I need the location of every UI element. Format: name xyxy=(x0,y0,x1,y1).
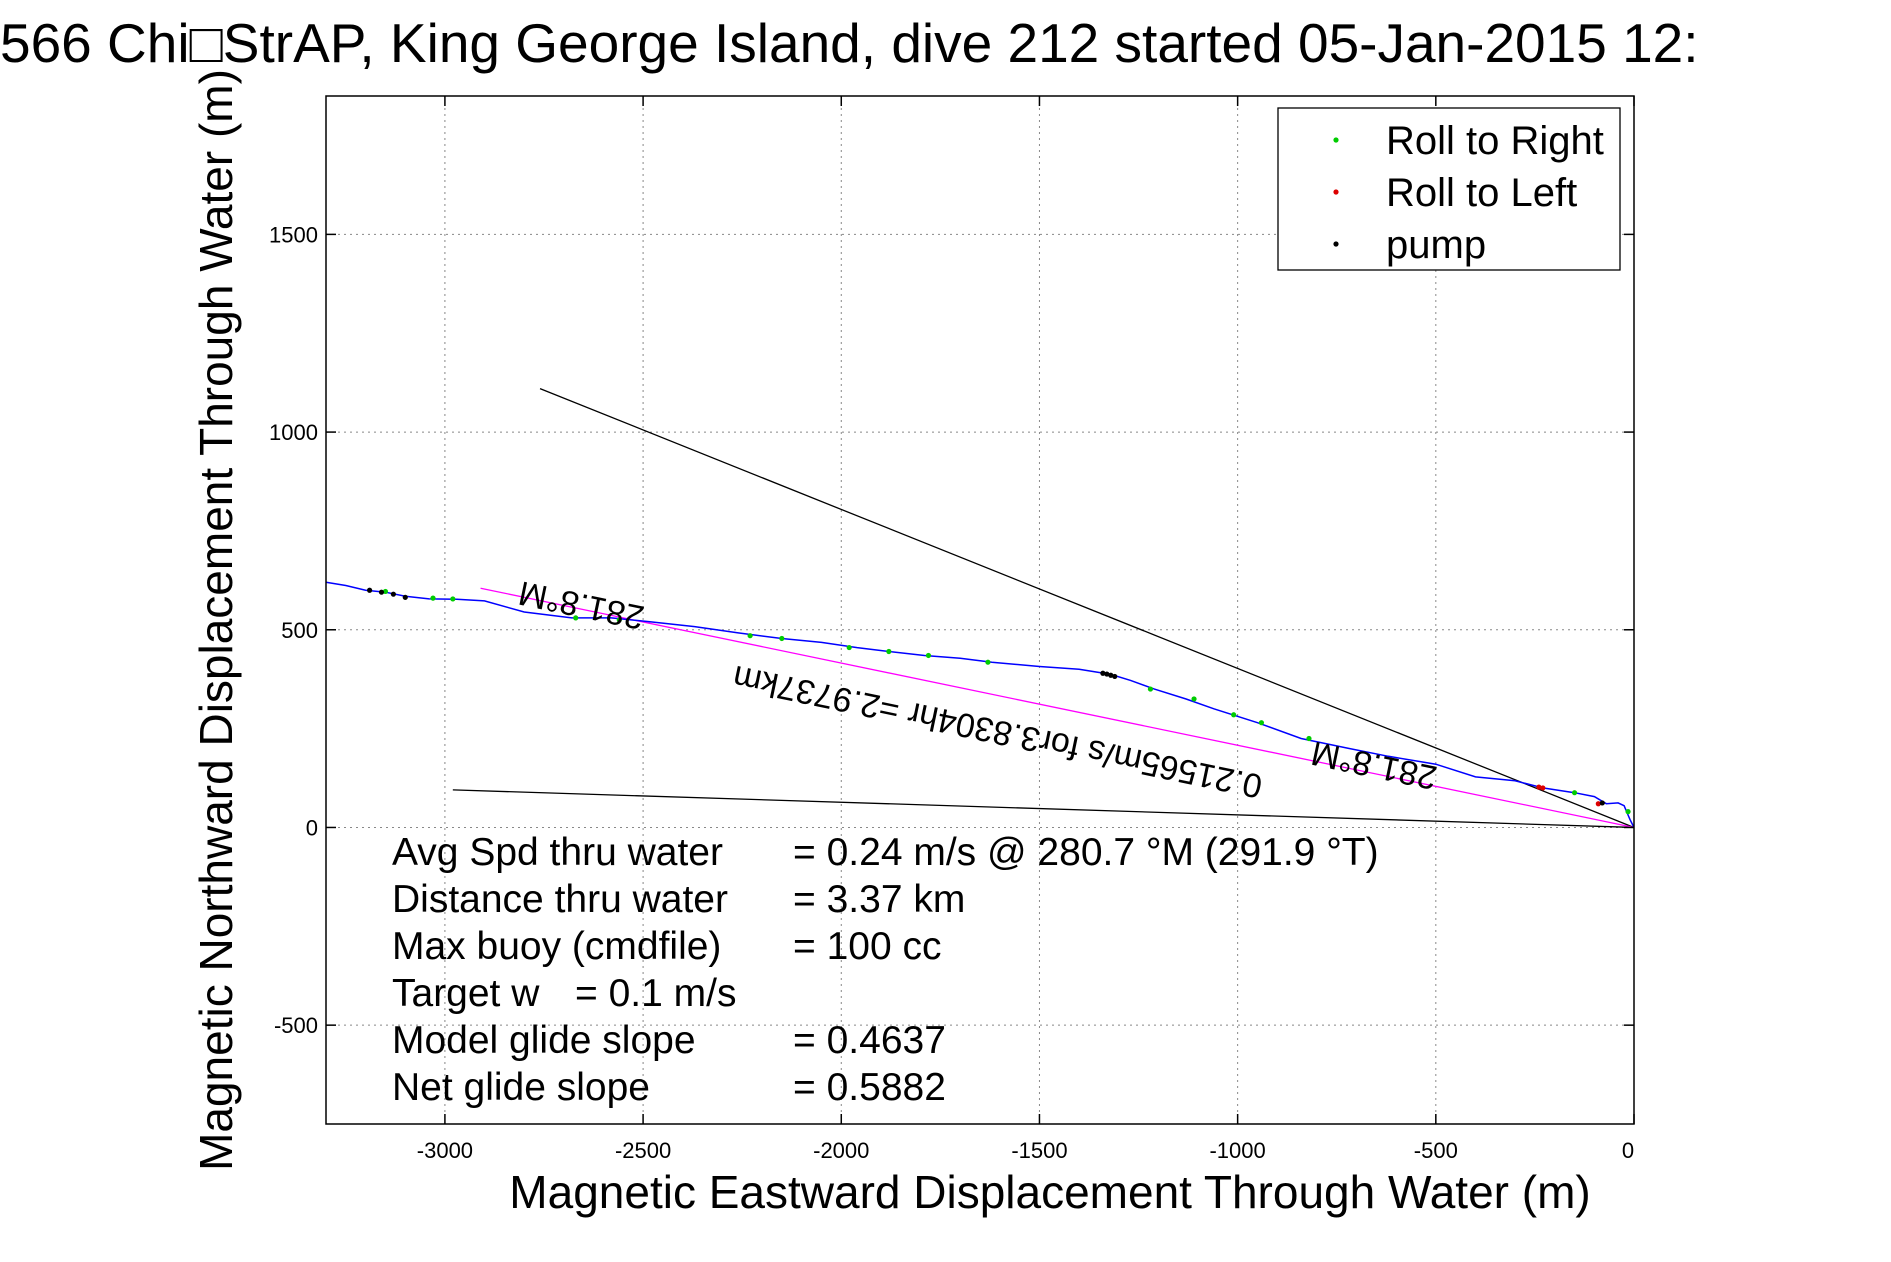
x-tick-label: -2500 xyxy=(615,1138,671,1163)
roll-right-point xyxy=(450,596,456,602)
track-layer xyxy=(325,581,1635,828)
annotation-layer: 281.8°M 281.8°M 0.21565m/s for3.8304hr =2.… xyxy=(515,573,1440,805)
x-tick-label: 0 xyxy=(1622,1138,1634,1163)
roll-right-point xyxy=(1306,735,1312,742)
roll-right-point xyxy=(846,644,852,651)
roll-right-point xyxy=(747,633,753,639)
plot-frame xyxy=(325,95,1635,1125)
stat-value: = 100 cc xyxy=(793,925,942,968)
legend-label: pump xyxy=(1386,223,1486,267)
pump-point xyxy=(1108,672,1114,678)
roll-right-point xyxy=(886,648,892,655)
roll-right-point xyxy=(779,635,785,642)
stat-label: Model glide slope xyxy=(392,1019,696,1062)
stat-label: Target w xyxy=(392,972,540,1015)
roll-right-point xyxy=(1191,696,1197,702)
x-tick-label: -500 xyxy=(1414,1138,1458,1163)
y-axis-ticks: -500 0 500 1000 1500 xyxy=(269,222,1634,1038)
roll-right-point xyxy=(430,595,436,601)
roll-right-point xyxy=(1258,720,1265,726)
pump-point xyxy=(1112,673,1118,680)
roll-right-point xyxy=(1571,790,1578,796)
roll-right-point xyxy=(1147,686,1154,692)
pump-point xyxy=(390,591,396,597)
x-tick-label: -2000 xyxy=(813,1138,869,1163)
legend-marker xyxy=(1333,137,1339,143)
roll-right-point xyxy=(573,615,579,621)
roll-right-point xyxy=(1231,712,1237,718)
legend-label: Roll to Left xyxy=(1386,171,1577,215)
y-tick-label: 1000 xyxy=(269,420,318,445)
pump-point xyxy=(1100,670,1106,676)
rotated-annotation: 281.8°M xyxy=(1308,733,1440,796)
stat-value: = 0.4637 xyxy=(793,1019,946,1062)
y-tick-label: -500 xyxy=(274,1013,318,1038)
y-tick-label: 1500 xyxy=(269,222,318,247)
roll-right-point xyxy=(616,617,622,623)
stat-label: Max buoy (cmdfile) xyxy=(392,925,721,968)
legend-marker xyxy=(1333,241,1339,247)
stat-value: = 0.1 m/s xyxy=(575,972,736,1015)
roll-right-point xyxy=(925,652,932,659)
pump-point xyxy=(1104,671,1110,677)
stats-block: Avg Spd thru water = 0.24 m/s @ 280.7 °M … xyxy=(392,831,1379,1109)
x-axis-label: Magnetic Eastward Displacement Through W… xyxy=(509,1166,1590,1218)
pump-point xyxy=(402,594,408,600)
rotated-annotation: 0.21565m/s for3.8304hr =2.9737km xyxy=(730,658,1266,806)
legend-label: Roll to Right xyxy=(1386,119,1604,163)
roll-left-point xyxy=(1536,784,1542,790)
stat-label: Avg Spd thru water xyxy=(392,831,723,874)
stat-value: = 0.24 m/s @ 280.7 °M (291.9 °T) xyxy=(793,831,1379,874)
legend: Roll to Right Roll to Left pump xyxy=(1277,107,1621,271)
y-tick-label: 500 xyxy=(281,618,318,643)
pump-point xyxy=(1599,800,1605,806)
reference-line xyxy=(452,789,1635,829)
roll-left-point xyxy=(1540,785,1546,791)
stat-label: Distance thru water xyxy=(392,878,728,921)
x-tick-label: -1000 xyxy=(1209,1138,1265,1163)
rotated-annotation: 281.8°M xyxy=(515,573,647,636)
stat-value: = 0.5882 xyxy=(793,1066,946,1109)
x-axis-ticks: -3000 -2500 -2000 -1500 -1000 -500 0 xyxy=(417,96,1635,1163)
stat-value: = 3.37 km xyxy=(793,878,965,921)
reference-line xyxy=(480,587,1635,829)
stat-label: Net glide slope xyxy=(392,1066,650,1109)
reference-line xyxy=(539,387,1635,829)
roll-right-point xyxy=(382,588,389,595)
x-tick-label: -3000 xyxy=(417,1138,473,1163)
reference-lines xyxy=(452,387,1635,829)
legend-marker xyxy=(1333,189,1339,195)
roll-right-point xyxy=(1625,809,1631,815)
roll-left-point xyxy=(1595,801,1601,807)
track-line xyxy=(325,581,1635,828)
pump-point xyxy=(378,589,385,595)
chart-title: 566 Chi□StrAP, King George Island, dive … xyxy=(0,12,1699,74)
x-tick-label: -1500 xyxy=(1011,1138,1067,1163)
grid xyxy=(326,96,1635,1124)
y-tick-label: 0 xyxy=(306,815,318,840)
marker-layer xyxy=(367,587,1631,815)
pump-point xyxy=(367,587,373,593)
y-axis-label: Magnetic Northward Displacement Through … xyxy=(190,69,242,1171)
roll-right-point xyxy=(985,659,991,665)
